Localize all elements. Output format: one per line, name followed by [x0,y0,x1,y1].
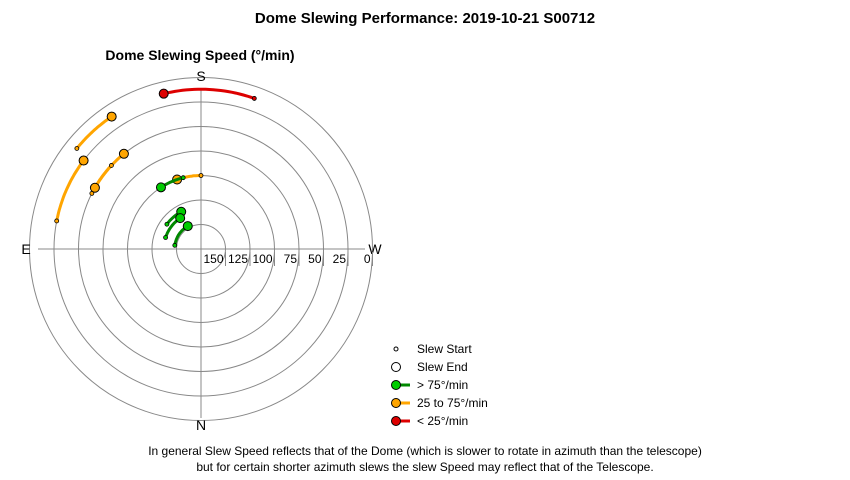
radial-tick-label: 125 [228,252,248,266]
polar-chart: Dome Slewing Speed (°/min) S N E W 150 12… [21,47,488,433]
slew-fast [155,175,186,193]
slew-end-point [172,242,178,248]
slew-end-point [163,235,168,240]
compass-label-west: W [368,241,382,257]
legend-item: Slew Start [393,342,472,356]
slew-end-point [251,96,257,101]
slew-arc [162,87,256,100]
slew-end-point [198,173,204,178]
slew-end-point [164,221,170,227]
legend-item: < 25°/min [391,414,468,428]
legend-label: 25 to 75°/min [417,396,488,410]
legend: Slew Start Slew End > 75°/min 25 to 75°/min… [391,342,488,428]
legend-item: 25 to 75°/min [391,396,488,410]
legend-swatch-end [391,362,401,372]
radial-tick-labels: 150 125 100 75 50 25 0 [203,252,373,266]
legend-swatch-dot [391,380,401,390]
chart-title: Dome Slewing Speed (°/min) [105,47,294,63]
slew-end-point [109,163,114,168]
footnote-line-2: but for certain shorter azimuth slews th… [196,460,654,474]
footnote: In general Slew Speed reflects that of t… [0,443,850,475]
slew-start-point [175,213,186,224]
legend-item: Slew End [391,360,468,374]
radial-tick-label: 150 [203,252,223,266]
legend-label: > 75°/min [417,378,468,392]
polar-grid [29,77,373,421]
legend-swatch-dot [391,416,401,426]
slew-medium [74,111,117,151]
legend-swatch-dot [391,398,401,408]
slew-slow [158,87,257,101]
radial-tick-label: 50 [308,252,322,266]
slew-fast [164,206,187,227]
legend-swatch-start [393,346,399,352]
slew-arc [55,159,86,223]
slew-start-point [118,148,129,159]
legend-label: Slew End [417,360,468,374]
slew-start-point [158,88,169,99]
slew-end-point [180,175,186,181]
compass-label-north: N [196,417,206,433]
legend-item: > 75°/min [391,378,468,392]
slew-start-point [78,155,89,166]
slew-medium [89,163,114,193]
radial-tick-label: 100 [252,252,272,266]
radial-tick-label: 75 [284,252,298,266]
slew-arc [75,115,114,150]
footnote-line-1: In general Slew Speed reflects that of t… [148,444,702,458]
radial-tick-label: 25 [333,252,347,266]
slew-series [54,87,257,248]
grid-ring [29,77,373,421]
compass-axes: S N E W [21,68,382,433]
slew-end-point [54,218,60,224]
compass-label-east: E [21,241,30,257]
legend-label: < 25°/min [417,414,468,428]
legend-label: Slew Start [417,342,472,356]
slew-start-point [89,182,100,193]
slew-start-point [155,182,166,193]
slew-start-point [106,111,117,122]
slew-medium [54,155,89,224]
slew-end-point [74,146,80,151]
slew-start-point [182,221,193,232]
radial-tick-label: 0 [364,252,371,266]
compass-label-south: S [196,68,205,84]
slew-fast [163,213,186,240]
page-title: Dome Slewing Performance: 2019-10-21 S00… [254,10,596,27]
slew-fast [172,221,193,248]
